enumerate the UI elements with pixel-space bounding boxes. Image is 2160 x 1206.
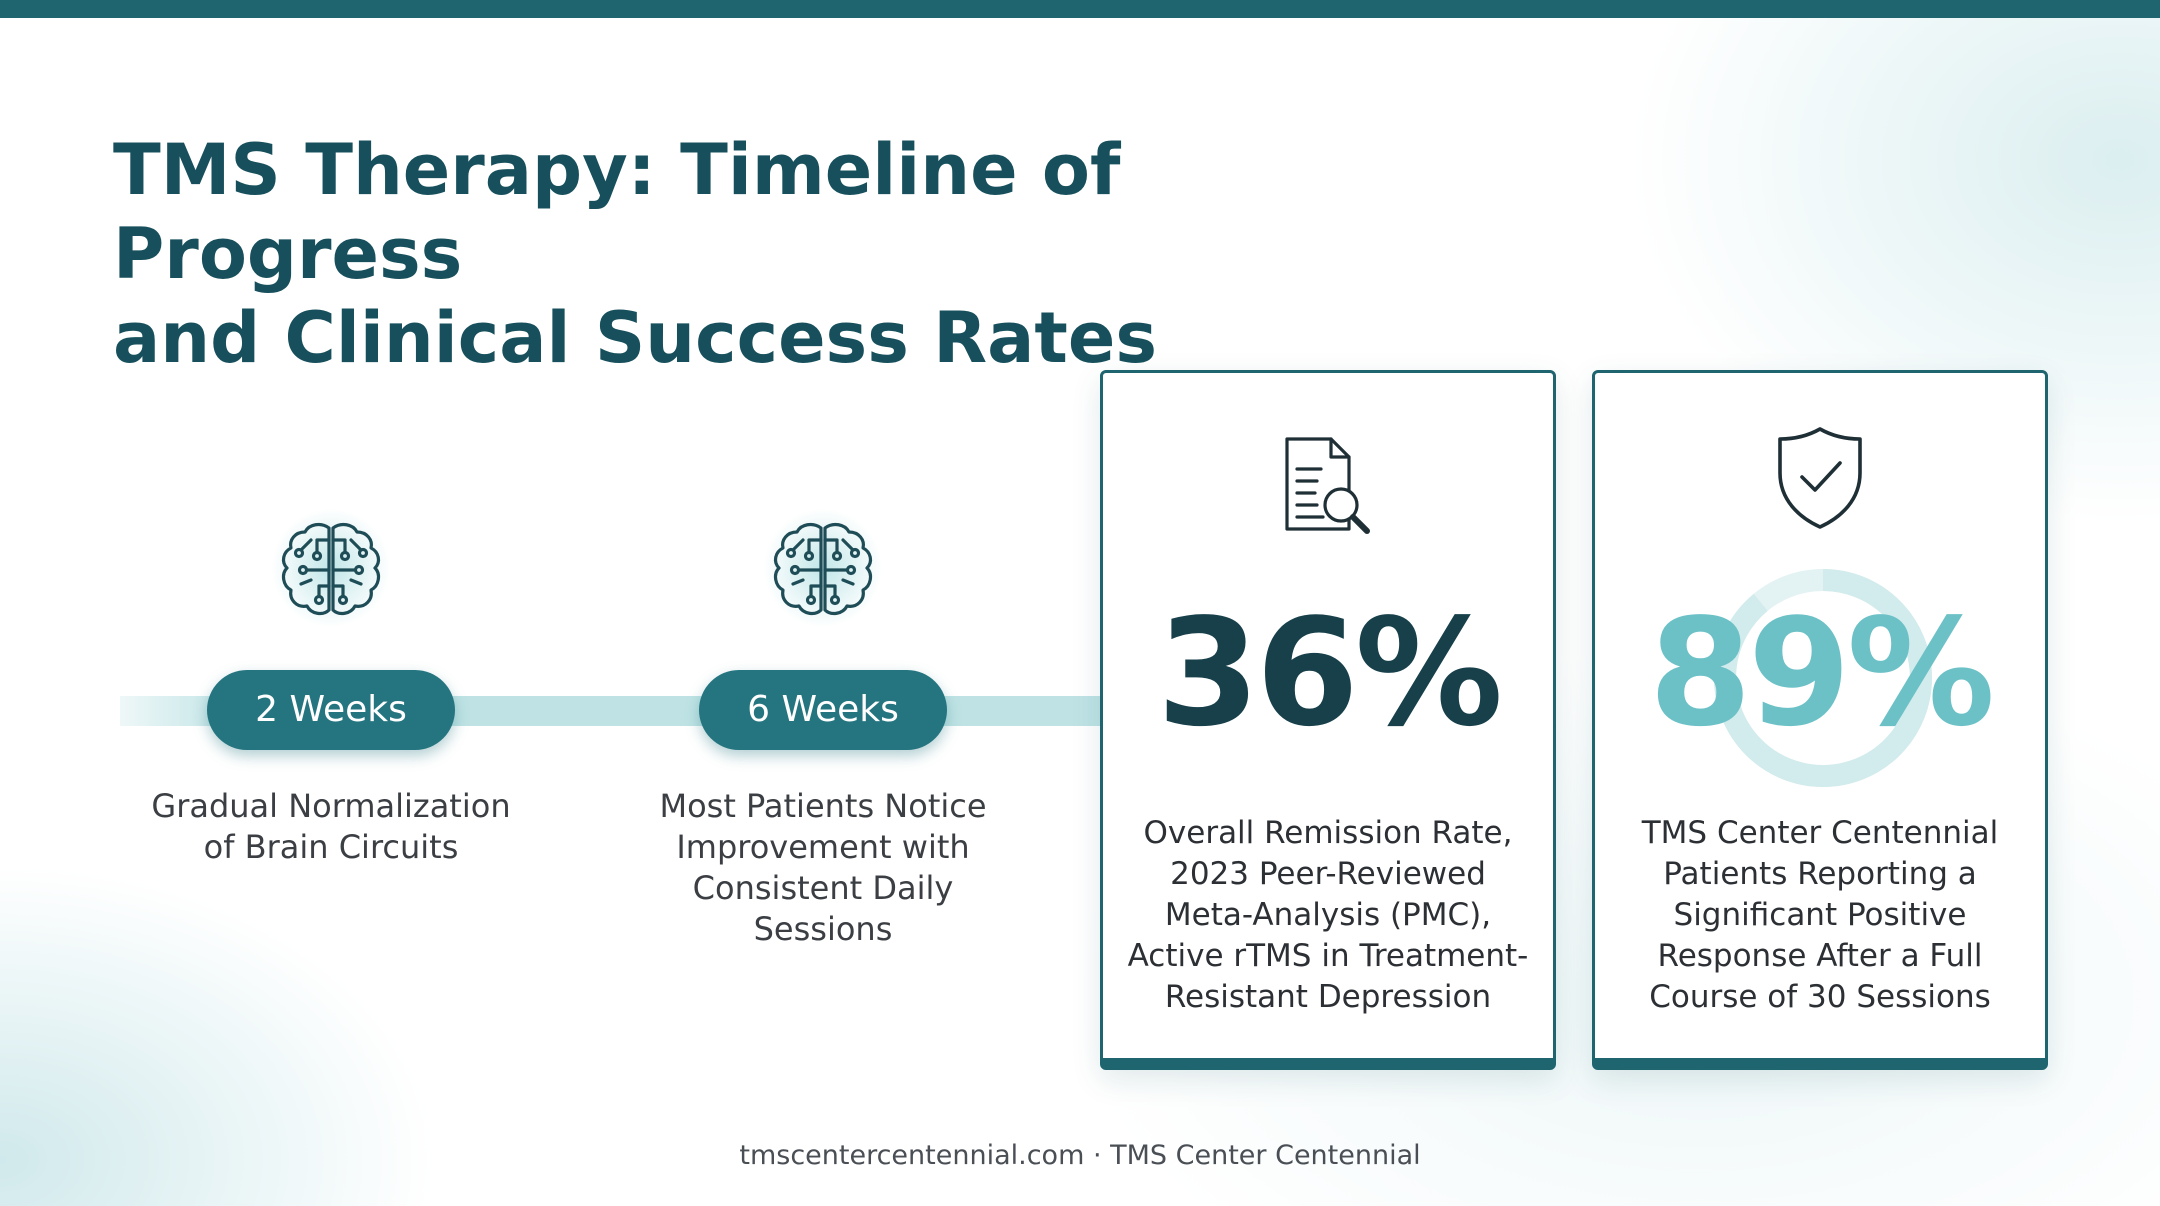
top-accent-bar <box>0 0 2160 18</box>
progress-ring <box>1714 569 1932 787</box>
brain-circuit-icon <box>753 500 893 640</box>
footer-source: tmscentercentennial.com · TMS Center Cen… <box>739 1140 1421 1171</box>
stat-value: 89% <box>1648 587 1995 759</box>
stat-value: 36% <box>1156 587 1503 759</box>
page-title: TMS Therapy: Timeline of Progress and Cl… <box>113 129 1157 379</box>
timeline-milestone-2-weeks: 2 Weeks Gradual Normalization of Brain C… <box>131 500 531 868</box>
stat-description: Overall Remission Rate, 2023 Peer-Review… <box>1127 815 1529 1015</box>
brain-circuit-icon <box>261 500 401 640</box>
stat-card-remission: 36% Overall Remission Rate, 2023 Peer-Re… <box>1100 370 1556 1070</box>
shield-check-icon <box>1595 423 2045 533</box>
milestone-badge: 6 Weeks <box>699 670 947 750</box>
stat-description: TMS Center Centennial Patients Reporting… <box>1641 815 1999 1015</box>
document-search-icon <box>1103 433 1553 543</box>
stat-card-response: 89% TMS Center Centennial Patients Repor… <box>1592 370 2048 1070</box>
timeline-milestone-6-weeks: 6 Weeks Most Patients Notice Improvement… <box>623 500 1023 950</box>
milestone-description: Most Patients Notice Improvement with Co… <box>659 787 987 948</box>
milestone-description: Gradual Normalization of Brain Circuits <box>151 787 511 866</box>
milestone-badge: 2 Weeks <box>207 670 455 750</box>
